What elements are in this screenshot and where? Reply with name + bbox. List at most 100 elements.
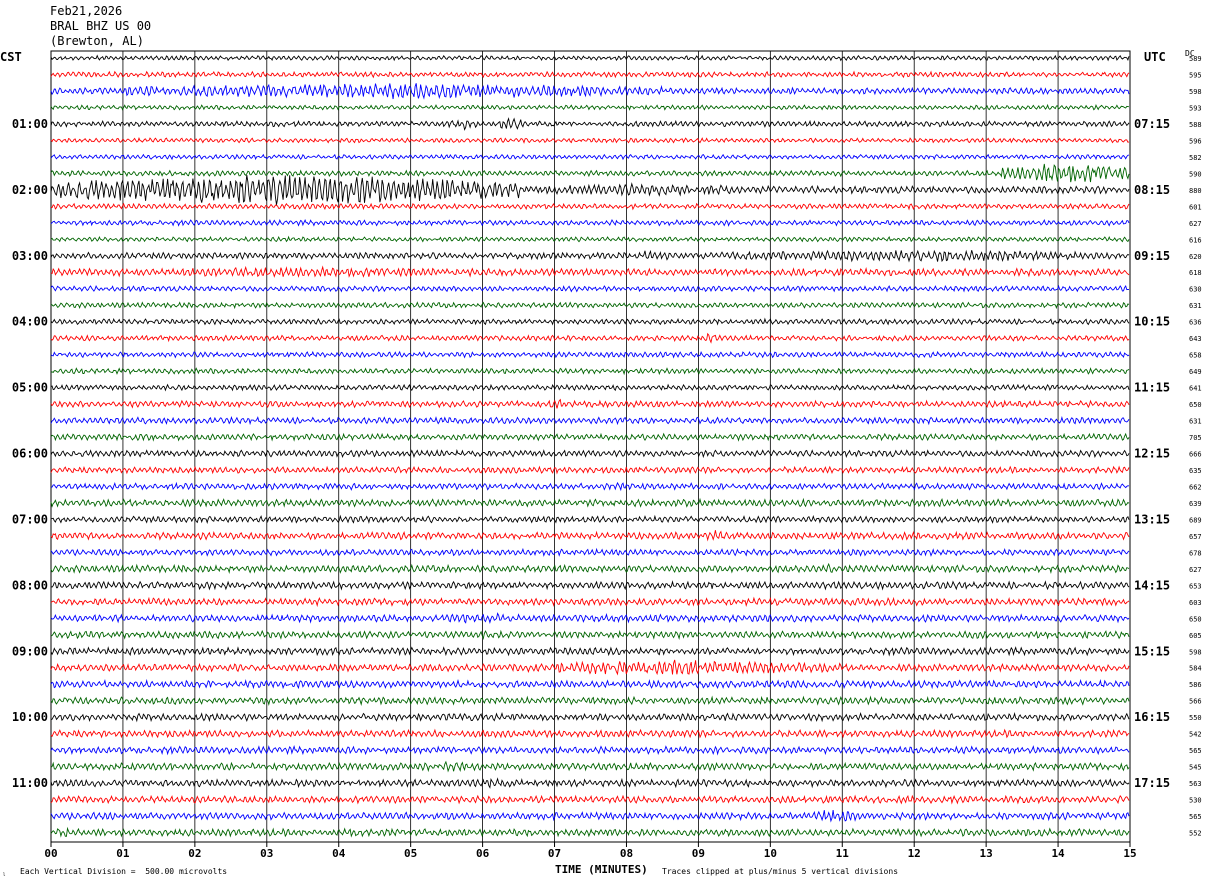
dc-offset-label: 552 <box>1189 830 1202 838</box>
dc-offset-label: 605 <box>1189 632 1202 640</box>
chart-date: Feb21,2026 <box>50 4 123 18</box>
dc-offset-label: 566 <box>1189 698 1202 706</box>
dc-offset-label: 565 <box>1189 747 1202 755</box>
dc-offset-label: 565 <box>1189 813 1202 821</box>
right-hour-label: 10:15 <box>1134 315 1170 329</box>
right-hour-label: 09:15 <box>1134 249 1170 263</box>
trace-row <box>50 659 1130 676</box>
trace-row <box>50 117 1130 131</box>
left-hour-label: 07:00 <box>12 512 48 526</box>
trace-row <box>50 398 1130 409</box>
dc-header-label: DC <box>1185 49 1195 58</box>
plot-frame <box>50 50 1131 843</box>
trace-row <box>50 448 1130 459</box>
left-hour-label: 08:00 <box>12 578 48 592</box>
right-hour-label: 16:15 <box>1134 710 1170 724</box>
dc-offset-label: 639 <box>1189 500 1202 508</box>
dc-offset-label: 589 <box>1189 55 1202 63</box>
trace-row <box>50 249 1130 263</box>
x-tick-label: 15 <box>1123 847 1136 860</box>
right-hour-label: 17:15 <box>1134 776 1170 790</box>
trace-row <box>50 153 1130 161</box>
right-hour-label: 14:15 <box>1134 578 1170 592</box>
trace-row <box>50 83 1130 100</box>
dc-offset-label: 630 <box>1189 286 1202 294</box>
dc-offset-label: 662 <box>1189 483 1202 491</box>
trace-row <box>50 70 1130 79</box>
trace-row <box>50 218 1130 227</box>
trace-row <box>50 465 1130 475</box>
dc-offset-label: 596 <box>1189 137 1202 145</box>
dc-offset-label: 631 <box>1189 418 1202 426</box>
x-tick-label: 05 <box>404 847 417 860</box>
dc-offset-label: 590 <box>1189 170 1202 178</box>
dc-offset-label: 627 <box>1189 566 1202 574</box>
dc-offset-label: 689 <box>1189 516 1202 524</box>
right-hour-label: 08:15 <box>1134 183 1170 197</box>
dc-offset-label: 616 <box>1189 236 1202 244</box>
right-hour-label: 07:15 <box>1134 117 1170 131</box>
right-timezone-label: UTC <box>1144 50 1166 64</box>
trace-row <box>50 366 1130 376</box>
trace-row <box>50 810 1130 823</box>
dc-offset-label: 657 <box>1189 533 1202 541</box>
x-tick-label: 03 <box>260 847 273 860</box>
trace-row <box>50 497 1130 508</box>
dc-offset-label: 880 <box>1189 187 1202 195</box>
dc-offset-label: 584 <box>1189 665 1202 673</box>
trace-row <box>50 317 1130 326</box>
trace-row <box>50 163 1130 183</box>
left-hour-label: 03:00 <box>12 249 48 263</box>
dc-offset-label: 598 <box>1189 88 1202 96</box>
x-axis-title: TIME (MINUTES) <box>555 863 648 876</box>
x-tick-label: 12 <box>908 847 921 860</box>
dc-offset-label: 618 <box>1189 269 1202 277</box>
right-hour-label: 12:15 <box>1134 447 1170 461</box>
dc-offset-label: 530 <box>1189 797 1202 805</box>
x-tick-label: 13 <box>980 847 993 860</box>
dc-offset-label: 650 <box>1189 615 1202 623</box>
x-tick-label: 09 <box>692 847 705 860</box>
trace-row <box>50 350 1130 359</box>
dc-offset-label: 542 <box>1189 731 1202 739</box>
left-hour-label: 06:00 <box>12 447 48 461</box>
x-tick-label: 01 <box>116 847 130 860</box>
dc-offset-label: 635 <box>1189 467 1202 475</box>
trace-row <box>50 629 1130 640</box>
trace-row <box>50 103 1130 111</box>
clip-note: Traces clipped at plus/minus 5 vertical … <box>662 867 899 876</box>
trace-row <box>50 265 1130 278</box>
dc-offset-label: 586 <box>1189 681 1202 689</box>
dc-offset-label: 649 <box>1189 368 1202 376</box>
dc-offset-label: 650 <box>1189 401 1202 409</box>
x-tick-label: 07 <box>548 847 561 860</box>
left-hour-label: 11:00 <box>12 776 48 790</box>
trace-row <box>50 712 1130 723</box>
trace-row <box>50 175 1130 205</box>
left-hour-label: 10:00 <box>12 710 48 724</box>
dc-offset-label: 666 <box>1189 451 1202 459</box>
trace-row <box>50 530 1130 542</box>
trace-row <box>50 760 1130 773</box>
trace-row <box>50 695 1130 707</box>
station-code: BRAL BHZ US 00 <box>50 19 152 33</box>
dc-offset-label: 658 <box>1189 352 1202 360</box>
trace-row <box>50 137 1130 144</box>
x-tick-label: 04 <box>332 847 346 860</box>
trace-row <box>50 728 1130 739</box>
x-tick-label: 00 <box>44 847 57 860</box>
x-tick-label: 02 <box>188 847 201 860</box>
trace-row <box>50 745 1130 756</box>
right-hour-label: 13:15 <box>1134 512 1170 526</box>
trace-row <box>50 332 1130 344</box>
trace-row <box>50 794 1130 805</box>
trace-row <box>50 777 1130 789</box>
left-timezone-label: CST <box>0 50 22 64</box>
corner-mark: ₗ <box>2 870 7 878</box>
trace-row <box>50 383 1130 392</box>
trace-row <box>50 514 1130 525</box>
trace-row <box>50 415 1130 426</box>
dc-offset-label: 636 <box>1189 319 1202 327</box>
dc-offset-label: 598 <box>1189 648 1202 656</box>
